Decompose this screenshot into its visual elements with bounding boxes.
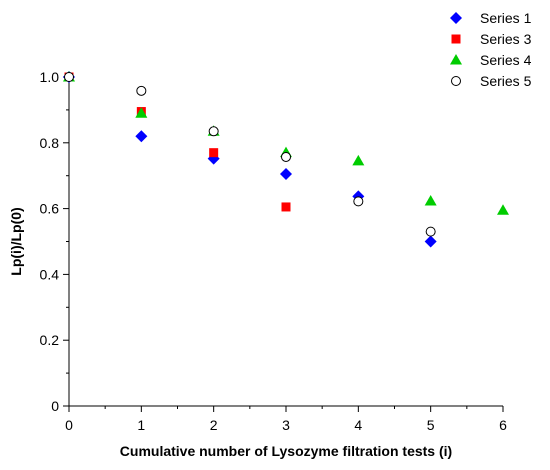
series-4 <box>64 72 436 237</box>
x-tick-label: 3 <box>282 417 290 433</box>
x-tick-label: 5 <box>427 417 435 433</box>
y-tick-label: 0.4 <box>40 266 60 282</box>
legend-label: Series 3 <box>480 31 532 47</box>
x-tick-label: 2 <box>210 417 218 433</box>
x-tick-label: 0 <box>65 417 73 433</box>
x-tick-label: 1 <box>137 417 145 433</box>
legend-marker <box>451 34 461 44</box>
legend-label: Series 4 <box>480 52 532 68</box>
legend-label: Series 1 <box>480 10 532 26</box>
data-point <box>281 151 291 162</box>
y-tick-label: 0.2 <box>40 332 60 348</box>
y-tick-label: 0 <box>51 398 59 414</box>
legend-label: Series 5 <box>480 73 532 89</box>
legend-marker <box>450 12 462 24</box>
legend: Series 1 Series 3 Series 4 Series 5 <box>450 10 532 89</box>
data-point <box>64 72 74 82</box>
data-point <box>136 85 147 96</box>
x-axis-title: Cumulative number of Lysozyme filtration… <box>120 443 452 459</box>
series-2 <box>64 72 291 212</box>
y-axis-title: Lp(i)/Lp(0) <box>8 207 24 275</box>
y-tick-label: 0.6 <box>40 201 60 217</box>
data-point <box>353 196 364 207</box>
data-point <box>209 148 219 158</box>
legend-marker <box>450 54 462 65</box>
data-point <box>281 202 291 212</box>
data-point <box>424 235 437 248</box>
ticks: 0 1 2 3 4 5 6 0 0.2 0.4 0.6 0.8 1.0 <box>40 69 508 433</box>
data-point <box>135 130 148 143</box>
data-point <box>425 226 436 237</box>
axes <box>68 72 503 407</box>
series-1 <box>63 71 437 248</box>
legend-marker <box>451 76 461 86</box>
data-point <box>352 154 365 166</box>
series-3 <box>63 71 509 215</box>
data-point <box>208 126 219 137</box>
data-point <box>497 204 509 215</box>
y-tick-label: 1.0 <box>40 69 60 85</box>
y-tick-label: 0.8 <box>40 135 60 151</box>
x-tick-label: 4 <box>354 417 362 433</box>
data-point <box>424 195 437 206</box>
x-tick-label: 6 <box>499 417 507 433</box>
data-point <box>135 107 148 118</box>
data-point <box>280 168 292 181</box>
data-marks <box>63 71 509 248</box>
